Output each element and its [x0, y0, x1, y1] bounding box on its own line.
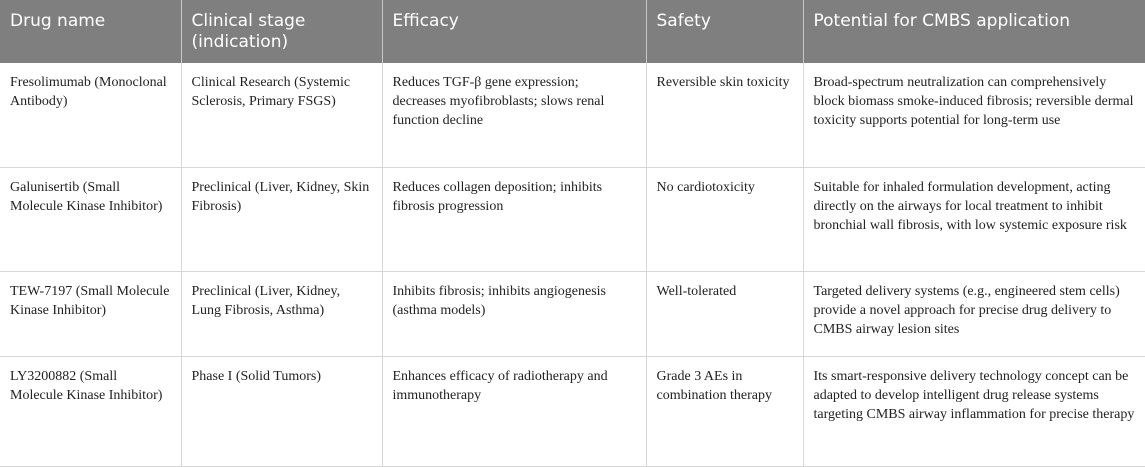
cell-efficacy: Enhances efficacy of radiotherapy and im… — [382, 356, 647, 467]
cell-cmbs-potential: Targeted delivery systems (e.g., enginee… — [803, 271, 1145, 357]
cell-clinical-stage: Preclinical (Liver, Kidney, Lung Fibrosi… — [181, 271, 383, 357]
header-row: Drug name Clinical stage (indication) Ef… — [0, 0, 1145, 63]
cell-drug-name: Galunisertib (Small Molecule Kinase Inhi… — [0, 167, 182, 272]
cell-safety: Well-tolerated — [646, 271, 804, 357]
table-row: Fresolimumab (Monoclonal Antibody) Clini… — [0, 63, 1145, 168]
cell-efficacy: Reduces TGF-β gene expression; decreases… — [382, 63, 647, 168]
cell-efficacy: Reduces collagen deposition; inhibits fi… — [382, 167, 647, 272]
cell-cmbs-potential: Broad-spectrum neutralization can compre… — [803, 63, 1145, 168]
table-body: Fresolimumab (Monoclonal Antibody) Clini… — [0, 63, 1145, 467]
header-clinical-stage: Clinical stage (indication) — [181, 0, 383, 63]
cell-drug-name: LY3200882 (Small Molecule Kinase Inhibit… — [0, 356, 182, 467]
cell-cmbs-potential: Its smart-responsive delivery technology… — [803, 356, 1145, 467]
cell-safety: No cardiotoxicity — [646, 167, 804, 272]
cell-clinical-stage: Preclinical (Liver, Kidney, Skin Fibrosi… — [181, 167, 383, 272]
cell-cmbs-potential: Suitable for inhaled formulation develop… — [803, 167, 1145, 272]
table-row: Galunisertib (Small Molecule Kinase Inhi… — [0, 167, 1145, 272]
table-header: Drug name Clinical stage (indication) Ef… — [0, 0, 1145, 63]
header-safety: Safety — [646, 0, 804, 63]
header-cmbs-potential: Potential for CMBS application — [803, 0, 1145, 63]
cell-efficacy: Inhibits fibrosis; inhibits angiogenesis… — [382, 271, 647, 357]
cell-clinical-stage: Phase I (Solid Tumors) — [181, 356, 383, 467]
header-drug-name: Drug name — [0, 0, 182, 63]
header-efficacy: Efficacy — [382, 0, 647, 63]
cell-drug-name: Fresolimumab (Monoclonal Antibody) — [0, 63, 182, 168]
cell-safety: Reversible skin toxicity — [646, 63, 804, 168]
table-row: LY3200882 (Small Molecule Kinase Inhibit… — [0, 356, 1145, 467]
cell-safety: Grade 3 AEs in combination therapy — [646, 356, 804, 467]
cell-drug-name: TEW-7197 (Small Molecule Kinase Inhibito… — [0, 271, 182, 357]
table-row: TEW-7197 (Small Molecule Kinase Inhibito… — [0, 271, 1145, 357]
cell-clinical-stage: Clinical Research (Systemic Sclerosis, P… — [181, 63, 383, 168]
